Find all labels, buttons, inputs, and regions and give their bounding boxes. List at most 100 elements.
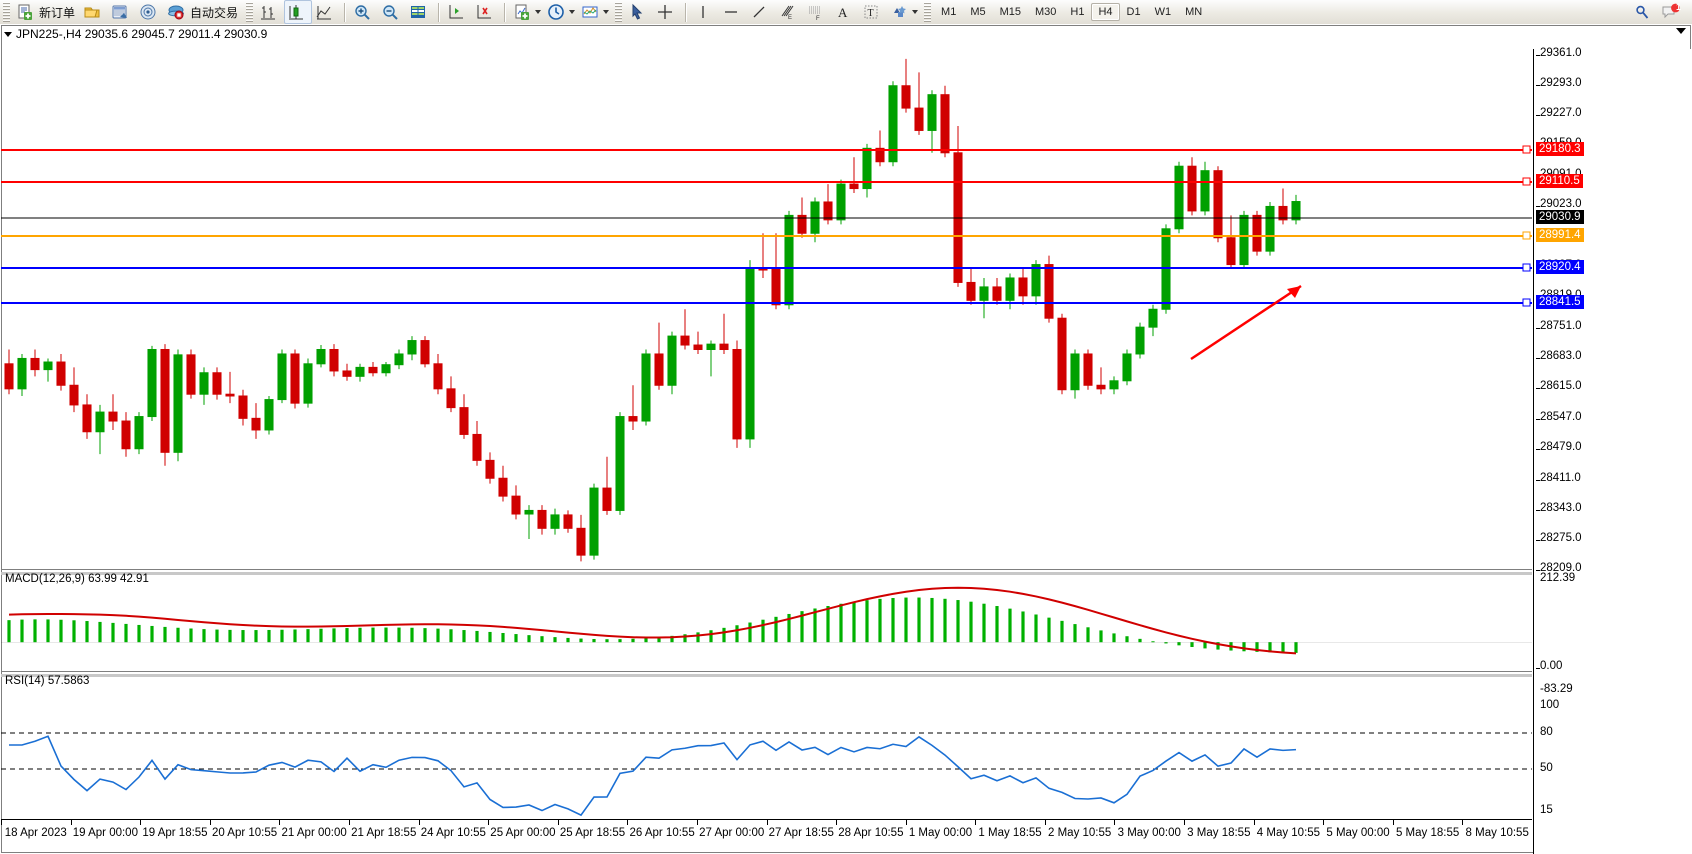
time-label: 24 Apr 10:55 — [420, 827, 486, 839]
pane-separator-macd-rsi — [1, 671, 1532, 672]
trendline-button[interactable] — [747, 0, 775, 24]
open-data-folder-icon — [84, 7, 100, 18]
rsi-tick-15: 15 — [1540, 804, 1553, 816]
crosshair-button[interactable] — [653, 0, 681, 24]
time-label: 3 May 00:00 — [1117, 827, 1181, 839]
time-tick — [557, 820, 559, 825]
auto-scroll-button[interactable] — [444, 0, 472, 24]
vertical-line-button[interactable] — [691, 0, 719, 24]
cursor-button[interactable] — [625, 0, 653, 24]
timeframe-m15[interactable]: M15 — [999, 6, 1021, 18]
time-label: 27 Apr 00:00 — [699, 827, 765, 839]
price-scale[interactable]: 29361.029293.029227.029159.029091.029023… — [1533, 47, 1692, 854]
periods-icon — [548, 4, 564, 20]
toolbar-separator-4 — [685, 2, 688, 22]
fibonacci-button[interactable]: E — [775, 0, 803, 24]
fibonacci-icon: E — [781, 5, 794, 21]
price-label-red-line-upper[interactable]: 29180.3 — [1536, 142, 1584, 156]
periods-dropdown-caret[interactable] — [569, 10, 576, 14]
time-label: 5 May 00:00 — [1326, 827, 1390, 839]
timeframe-d1[interactable]: D1 — [1126, 6, 1141, 18]
timeframe-w1[interactable]: W1 — [1154, 6, 1172, 18]
toolbar-grip-3[interactable] — [615, 2, 623, 22]
timeframe-m5[interactable]: M5 — [970, 6, 986, 18]
toolbar-grip-4[interactable] — [924, 2, 932, 22]
timeframe-mn[interactable]: MN — [1185, 6, 1203, 18]
time-label: 4 May 10:55 — [1256, 827, 1321, 839]
timeframe-h4[interactable]: H4 — [1091, 3, 1120, 21]
channel-icon: F — [809, 6, 822, 21]
cursor-icon — [632, 3, 643, 20]
price-label-blue-line-upper[interactable]: 28920.4 — [1536, 260, 1584, 274]
rsi-indicator-label[interactable]: RSI(14) 57.5863 — [5, 675, 90, 687]
indicators-button[interactable] — [510, 0, 544, 24]
timeframe-m30[interactable]: M30 — [1035, 6, 1057, 18]
price-tick-28479-0: 28479.0 — [1536, 441, 1582, 453]
price-label-current-price[interactable]: 29030.9 — [1536, 210, 1584, 224]
line-chart-button[interactable] — [312, 0, 340, 24]
time-label: 18 Apr 2023 — [4, 827, 67, 839]
crosshair-icon — [658, 5, 673, 19]
shapes-button[interactable] — [887, 0, 921, 24]
arrow-annotation[interactable] — [1190, 284, 1302, 361]
market-watch-button[interactable] — [108, 0, 136, 24]
chart-shift-end-icon — [477, 5, 492, 19]
time-scale[interactable]: 18 Apr 2023 19 Apr 00:00 19 Apr 18:55 20 Ap… — [1, 819, 1532, 854]
chart-canvas[interactable] — [1, 49, 1532, 819]
autotrading-button[interactable]: 自动交易 — [164, 0, 243, 24]
indicators-dropdown-caret[interactable] — [535, 10, 542, 14]
time-tick — [1323, 820, 1325, 825]
time-label: 28 Apr 10:55 — [838, 827, 904, 839]
macd-indicator-label[interactable]: MACD(12,26,9) 63.99 42.91 — [5, 573, 149, 585]
price-level-lines — [1, 145, 1532, 307]
alerts-button[interactable]: 1 — [1658, 0, 1686, 24]
candlestick-chart-button[interactable] — [284, 0, 313, 24]
pane-splitter-2[interactable] — [1, 674, 1532, 677]
channel-button[interactable]: F — [803, 0, 831, 24]
candlestick-chart-icon — [289, 5, 304, 20]
bar-chart-button[interactable] — [256, 0, 284, 24]
zoom-in-icon — [355, 5, 370, 20]
toolbar-grip[interactable] — [3, 2, 10, 22]
shapes-dropdown-caret[interactable] — [912, 10, 919, 14]
zoom-out-icon — [383, 5, 398, 20]
main-toolbar: 新订单 自动交易 — [0, 0, 1692, 25]
zoom-in-button[interactable] — [350, 0, 378, 24]
time-label: 20 Apr 10:55 — [211, 827, 278, 839]
zoom-out-button[interactable] — [378, 0, 406, 24]
trendline-icon — [753, 6, 765, 18]
time-tick — [140, 820, 142, 825]
time-tick — [1184, 820, 1186, 825]
price-label-red-line-lower[interactable]: 29110.5 — [1536, 174, 1583, 188]
price-label-blue-line-lower[interactable]: 28841.5 — [1536, 295, 1584, 309]
price-label-orange-line[interactable]: 28991.4 — [1536, 228, 1584, 242]
open-data-folder-button[interactable] — [80, 0, 108, 24]
templates-dropdown-caret[interactable] — [603, 10, 610, 14]
horizontal-line-button[interactable] — [719, 0, 747, 24]
time-tick — [1044, 820, 1046, 825]
autotrading-label: 自动交易 — [190, 5, 239, 20]
toolbar-grip-2[interactable] — [246, 2, 254, 22]
navigator-button[interactable] — [136, 0, 164, 24]
new-order-label: 新订单 — [39, 5, 76, 20]
toolbar-separator-3 — [504, 2, 507, 22]
chart-scroll-marker-icon[interactable] — [1676, 28, 1686, 34]
text-box-button[interactable]: T — [859, 0, 887, 24]
chart-area[interactable]: JPN225-,H4 29035.6 29045.7 29011.4 29030… — [0, 24, 1692, 854]
price-tick-28751-0: 28751.0 — [1536, 320, 1582, 332]
text-label-button[interactable]: A — [831, 0, 859, 24]
chart-menu-arrow-icon[interactable] — [4, 32, 12, 38]
periods-button[interactable] — [544, 0, 578, 24]
timeframe-h1[interactable]: H1 — [1070, 6, 1085, 18]
templates-button[interactable] — [578, 0, 612, 24]
chart-shift-button[interactable] — [472, 0, 500, 24]
pane-splitter-1[interactable] — [1, 572, 1532, 575]
new-order-button[interactable]: 新订单 — [13, 0, 80, 24]
time-tick — [1, 820, 2, 825]
timeframe-m1[interactable]: M1 — [941, 6, 957, 18]
search-button[interactable] — [1630, 0, 1658, 24]
toolbar-separator-1 — [344, 2, 347, 22]
svg-text:A: A — [838, 5, 848, 20]
time-label: 8 May 10:55 — [1465, 827, 1529, 839]
chart-window-button[interactable] — [406, 0, 434, 24]
